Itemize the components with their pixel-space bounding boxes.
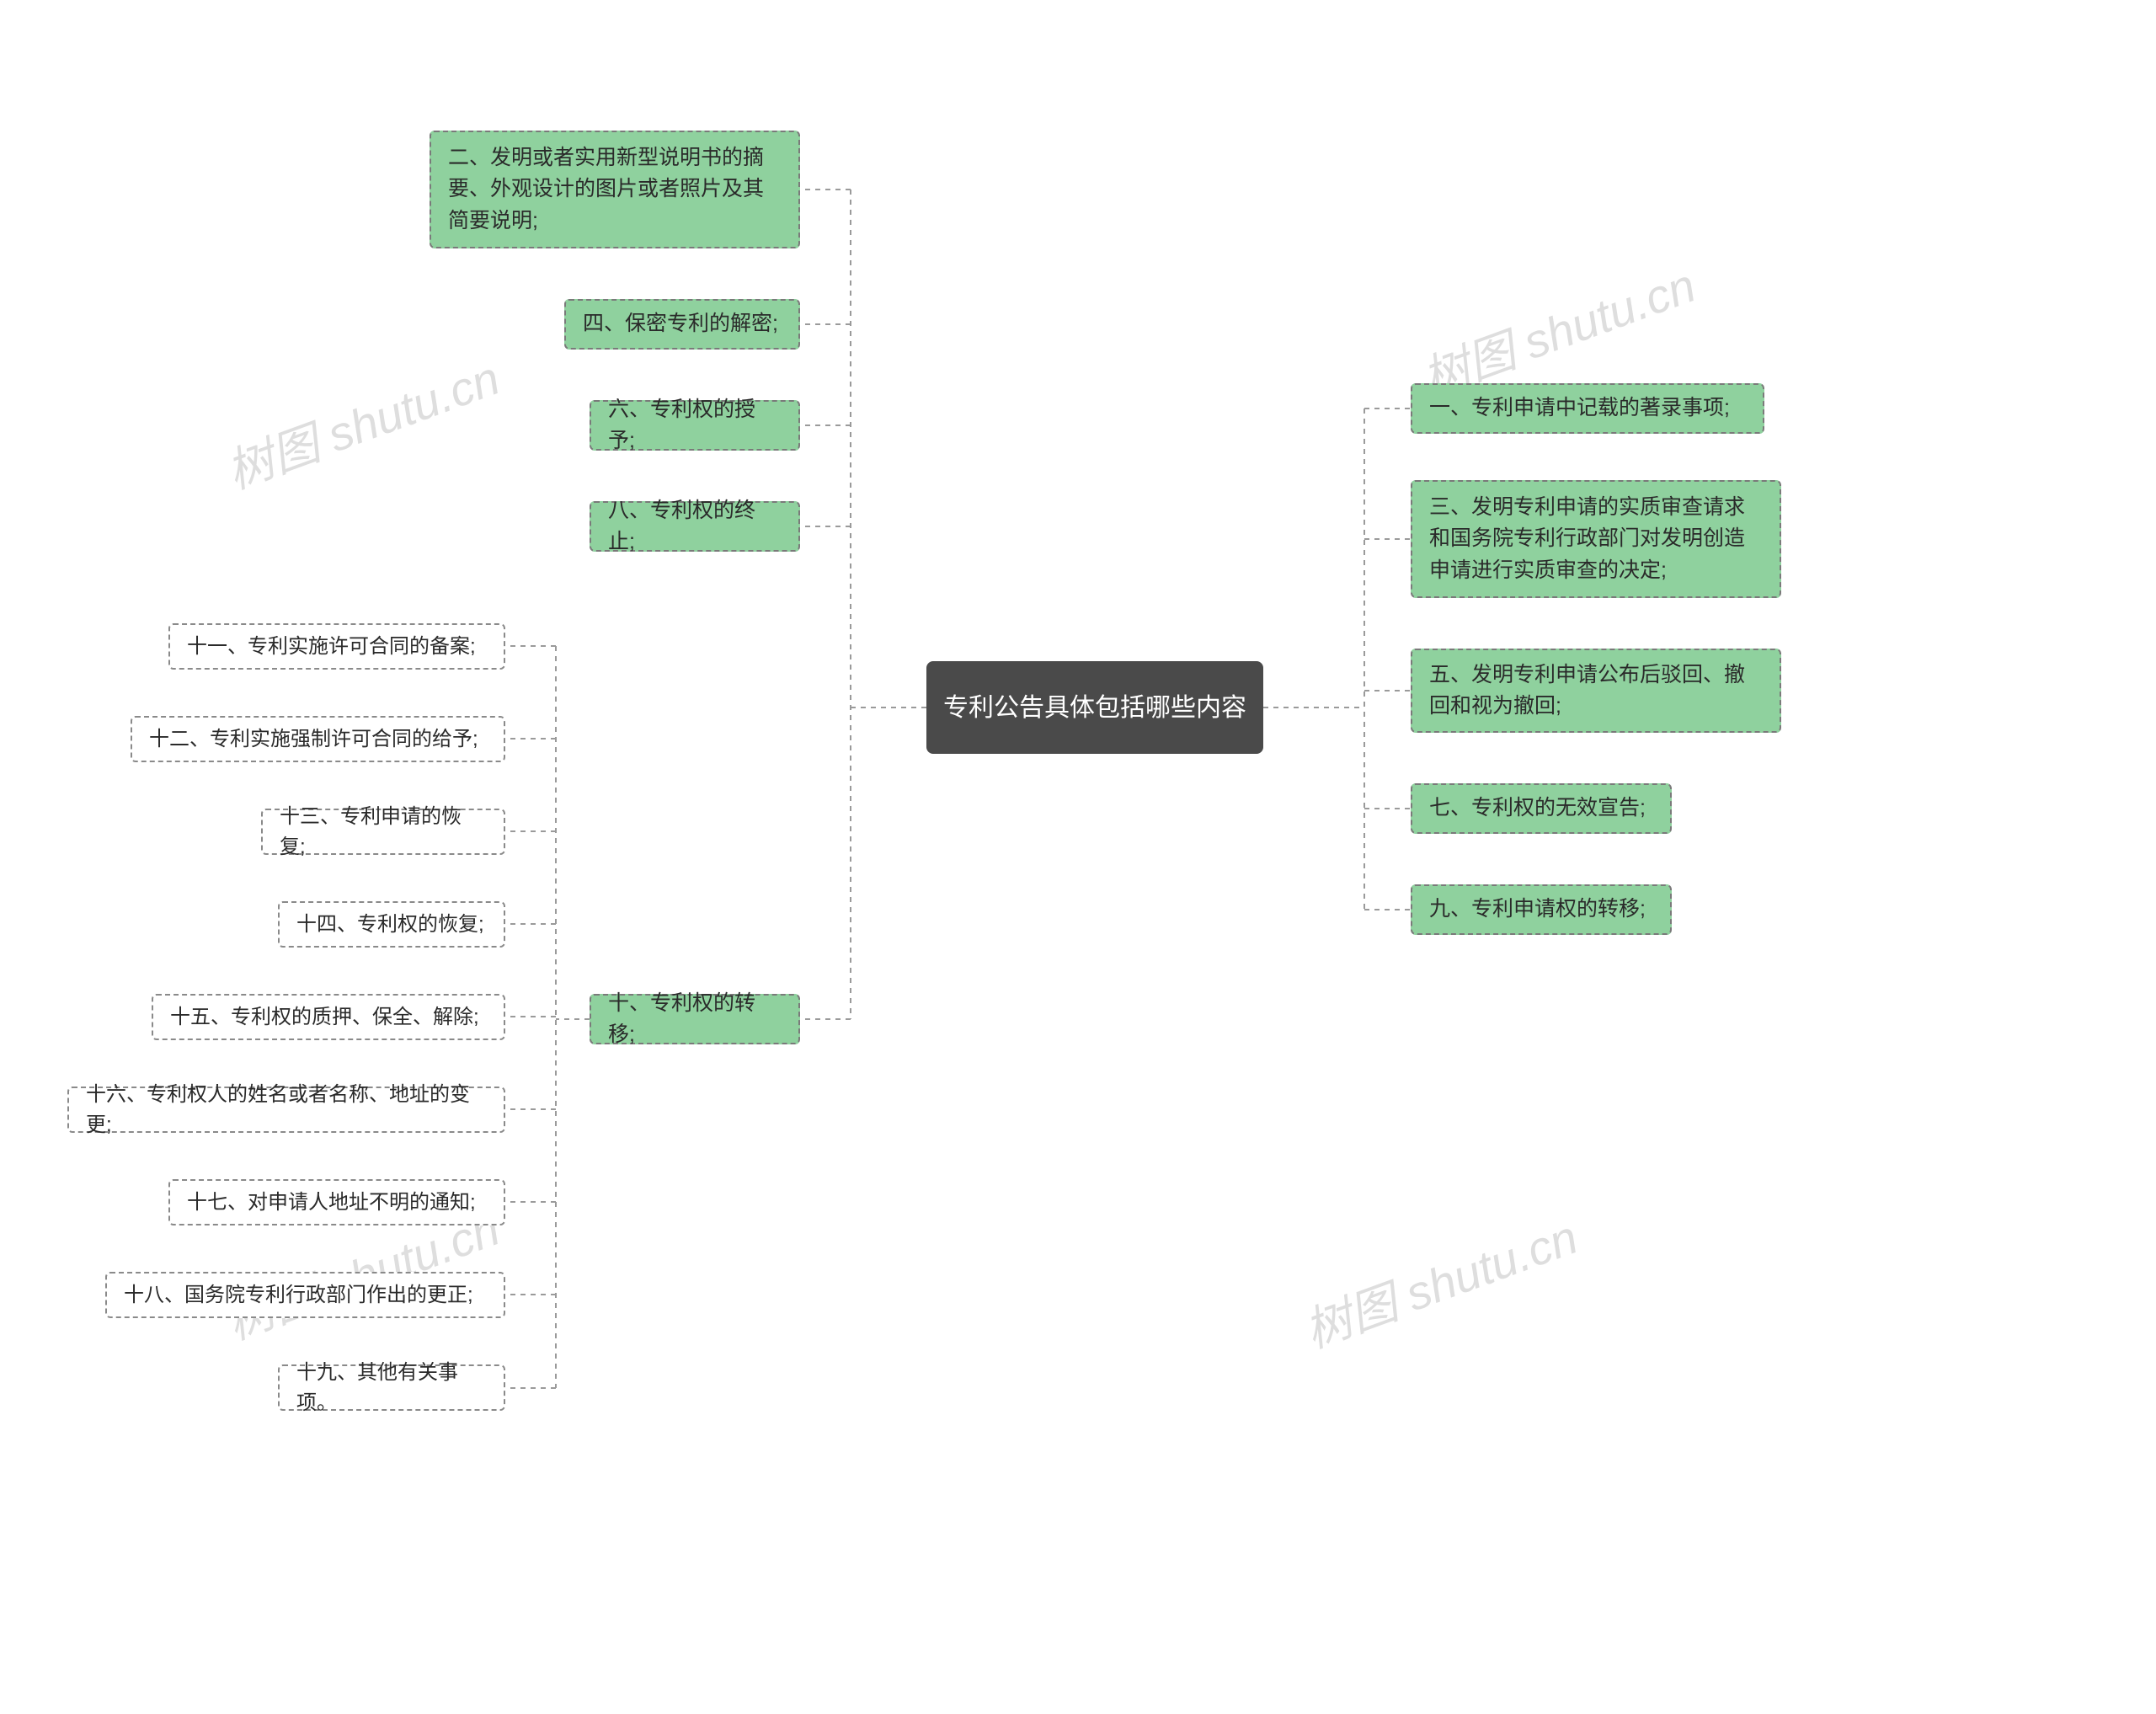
branch-node-l4[interactable]: 四、保密专利的解密; bbox=[564, 299, 800, 350]
node-label: 五、发明专利申请公布后驳回、撤回和视为撤回; bbox=[1429, 659, 1763, 723]
branch-node-l6[interactable]: 六、专利权的授予; bbox=[590, 400, 800, 451]
node-label: 十九、其他有关事项。 bbox=[296, 1358, 487, 1418]
sub-node-s19[interactable]: 十九、其他有关事项。 bbox=[278, 1364, 505, 1411]
sub-node-s17[interactable]: 十七、对申请人地址不明的通知; bbox=[168, 1179, 505, 1225]
sub-node-s12[interactable]: 十二、专利实施强制许可合同的给予; bbox=[131, 716, 505, 762]
node-label: 十三、专利申请的恢复; bbox=[280, 802, 487, 862]
branch-node-r5[interactable]: 五、发明专利申请公布后驳回、撤回和视为撤回; bbox=[1411, 649, 1781, 733]
node-label: 十五、专利权的质押、保全、解除; bbox=[170, 1002, 479, 1033]
node-label: 十六、专利权人的姓名或者名称、地址的变更; bbox=[86, 1080, 487, 1140]
mindmap-canvas: 树图 shutu.cn 树图 shutu.cn 树图 shutu.cn 树图 s… bbox=[0, 0, 2156, 1714]
branch-node-l8[interactable]: 八、专利权的终止; bbox=[590, 501, 800, 552]
watermark: 树图 shutu.cn bbox=[1294, 1199, 1586, 1361]
watermark: 树图 shutu.cn bbox=[216, 340, 508, 502]
branch-node-l2[interactable]: 二、发明或者实用新型说明书的摘要、外观设计的图片或者照片及其简要说明; bbox=[430, 131, 800, 248]
node-label: 九、专利申请权的转移; bbox=[1429, 894, 1646, 926]
node-label: 十一、专利实施许可合同的备案; bbox=[187, 632, 476, 662]
node-label: 一、专利申请中记载的著录事项; bbox=[1429, 392, 1730, 424]
sub-node-s15[interactable]: 十五、专利权的质押、保全、解除; bbox=[152, 994, 505, 1040]
branch-node-r9[interactable]: 九、专利申请权的转移; bbox=[1411, 884, 1672, 935]
center-topic-label: 专利公告具体包括哪些内容 bbox=[943, 689, 1246, 727]
node-label: 十四、专利权的恢复; bbox=[296, 910, 484, 940]
node-label: 十二、专利实施强制许可合同的给予; bbox=[149, 724, 478, 755]
node-label: 十八、国务院专利行政部门作出的更正; bbox=[124, 1280, 473, 1311]
node-label: 四、保密专利的解密; bbox=[583, 308, 778, 340]
node-label: 二、发明或者实用新型说明书的摘要、外观设计的图片或者照片及其简要说明; bbox=[448, 142, 782, 238]
node-label: 七、专利权的无效宣告; bbox=[1429, 793, 1646, 825]
sub-node-s11[interactable]: 十一、专利实施许可合同的备案; bbox=[168, 623, 505, 670]
branch-node-l10[interactable]: 十、专利权的转移; bbox=[590, 994, 800, 1044]
sub-node-s16[interactable]: 十六、专利权人的姓名或者名称、地址的变更; bbox=[67, 1087, 505, 1133]
node-label: 十七、对申请人地址不明的通知; bbox=[187, 1188, 476, 1218]
node-label: 六、专利权的授予; bbox=[608, 394, 782, 457]
sub-node-s18[interactable]: 十八、国务院专利行政部门作出的更正; bbox=[105, 1272, 505, 1318]
node-label: 八、专利权的终止; bbox=[608, 495, 782, 558]
sub-node-s14[interactable]: 十四、专利权的恢复; bbox=[278, 901, 505, 948]
branch-node-r3[interactable]: 三、发明专利申请的实质审查请求和国务院专利行政部门对发明创造申请进行实质审查的决… bbox=[1411, 480, 1781, 598]
node-label: 三、发明专利申请的实质审查请求和国务院专利行政部门对发明创造申请进行实质审查的决… bbox=[1429, 492, 1763, 587]
center-topic[interactable]: 专利公告具体包括哪些内容 bbox=[926, 661, 1263, 754]
node-label: 十、专利权的转移; bbox=[608, 988, 782, 1051]
sub-node-s13[interactable]: 十三、专利申请的恢复; bbox=[261, 809, 505, 855]
branch-node-r1[interactable]: 一、专利申请中记载的著录事项; bbox=[1411, 383, 1764, 434]
branch-node-r7[interactable]: 七、专利权的无效宣告; bbox=[1411, 783, 1672, 834]
